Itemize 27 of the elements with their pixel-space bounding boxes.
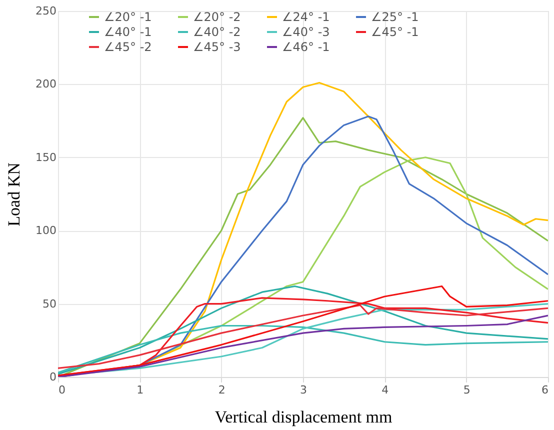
x-tick-label: 5	[463, 384, 470, 396]
legend-label: ∠45° -1	[371, 25, 419, 39]
y-tick-label: 150	[36, 150, 56, 164]
x-tick-label: 6	[542, 384, 548, 396]
legend-label: ∠46° -1	[282, 40, 330, 54]
x-axis-title: Vertical displacement mm	[214, 408, 392, 426]
y-tick-label: 0	[50, 370, 56, 384]
legend-label: ∠45° -2	[104, 40, 152, 54]
legend-label: ∠20° -1	[104, 10, 152, 24]
legend-label: ∠20° -2	[193, 10, 241, 24]
legend-label: ∠45° -3	[193, 40, 241, 54]
legend-label: ∠24° -1	[282, 10, 330, 24]
line-series	[58, 324, 548, 374]
y-tick-label: 250	[36, 4, 56, 18]
y-axis-title: Load KN	[4, 162, 24, 226]
legend-label: ∠40° -2	[193, 25, 241, 39]
y-tick-label: 50	[42, 297, 56, 310]
x-tick-label: 0	[58, 384, 66, 396]
legend-label: ∠25° -1	[371, 10, 419, 24]
x-tick-label: 2	[218, 384, 226, 396]
legend-label: ∠40° -3	[282, 25, 330, 39]
x-tick-label: 3	[300, 384, 307, 396]
legend-label: ∠40° -1	[104, 25, 152, 39]
y-tick-label: 200	[36, 78, 56, 91]
x-tick-label: 4	[382, 384, 389, 396]
x-tick-label: 1	[136, 384, 144, 396]
y-tick-label: 100	[36, 224, 56, 238]
